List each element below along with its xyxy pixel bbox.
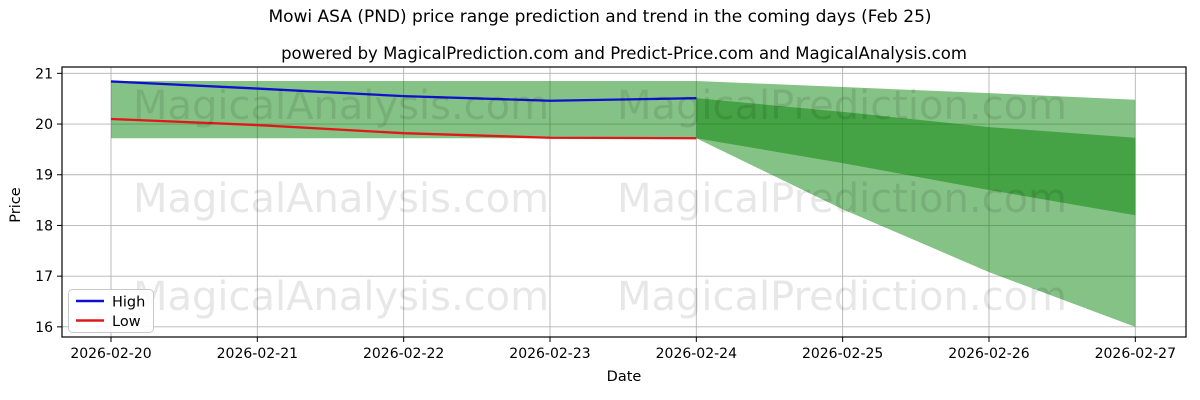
x-tick-label: 2026-02-26 xyxy=(948,346,1029,362)
y-tick-label: 20 xyxy=(35,117,53,133)
x-tick-label: 2026-02-22 xyxy=(363,346,444,362)
legend: High Low xyxy=(68,289,154,333)
x-tick-label: 2026-02-20 xyxy=(70,346,151,362)
legend-low-label: Low xyxy=(112,314,141,330)
legend-high-label: High xyxy=(112,295,145,311)
x-tick-label: 2026-02-25 xyxy=(802,346,883,362)
y-tick-label: 19 xyxy=(35,168,53,184)
y-tick-label: 16 xyxy=(35,320,53,336)
watermark-text: MagicalAnalysis.com xyxy=(133,274,549,320)
y-tick-label: 18 xyxy=(35,218,53,234)
chart-title: Mowi ASA (PND) price range prediction an… xyxy=(268,7,931,27)
y-tick-label: 17 xyxy=(35,269,53,285)
band-forecast_inner_band xyxy=(696,98,1136,216)
watermark-text: MagicalAnalysis.com xyxy=(133,176,549,222)
watermark-text: MagicalAnalysis.com xyxy=(133,83,549,129)
x-axis-label: Date xyxy=(607,369,642,385)
watermark-text: MagicalPrediction.com xyxy=(617,176,1067,222)
watermark-text: MagicalPrediction.com xyxy=(617,83,1067,129)
prediction-bands xyxy=(111,80,1136,327)
y-axis-label: Price xyxy=(8,187,24,222)
chart-subtitle: powered by MagicalPrediction.com and Pre… xyxy=(281,44,967,63)
x-tick-label: 2026-02-24 xyxy=(656,346,737,362)
x-tick-label: 2026-02-23 xyxy=(509,346,590,362)
watermarks: MagicalAnalysis.com MagicalPrediction.co… xyxy=(133,83,1067,320)
series-lines xyxy=(110,80,697,140)
series-line-low xyxy=(110,117,697,140)
plot-border xyxy=(61,66,1187,338)
y-tick-label: 21 xyxy=(35,66,53,82)
band-range_band xyxy=(111,80,1136,327)
gridlines xyxy=(62,67,1186,337)
series-line-high xyxy=(110,80,697,102)
x-tick-label: 2026-02-27 xyxy=(1095,346,1176,362)
axis-ticks: 2026-02-20 2026-02-21 2026-02-22 2026-02-23… xyxy=(35,66,1176,362)
watermark-text: MagicalPrediction.com xyxy=(617,274,1067,320)
x-tick-label: 2026-02-21 xyxy=(217,346,298,362)
